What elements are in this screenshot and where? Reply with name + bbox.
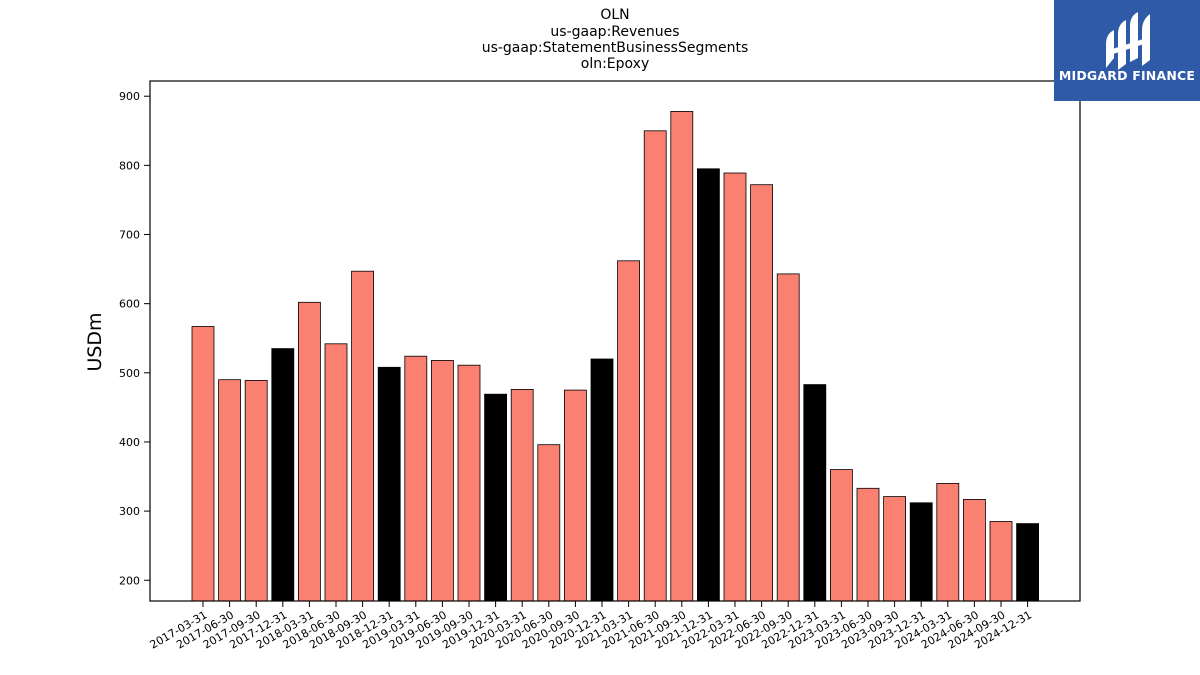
chart-title-line-4: oln:Epoxy [580, 56, 650, 72]
bar-2021-06-30 [643, 130, 667, 602]
y-axis-label: USDm [84, 312, 106, 371]
bar-2019-09-30 [457, 364, 481, 602]
chart-title-line-2: us-gaap:Revenues [550, 24, 680, 40]
y-tick-label-900: 900 [119, 90, 140, 103]
bar-2022-03-31 [723, 172, 747, 602]
x-axis: 2017-03-312017-06-302017-09-302017-12-31… [148, 601, 1034, 652]
bar-2020-09-30 [564, 389, 587, 602]
bar-2023-12-31 [909, 502, 933, 602]
y-tick-label-600: 600 [119, 298, 140, 311]
bar-2018-12-31 [377, 366, 401, 602]
bar-2024-09-30 [989, 521, 1013, 602]
bar-2022-09-30 [776, 273, 800, 602]
logo-text: MIDGARD FINANCE [1058, 68, 1196, 83]
bar-2021-12-31 [697, 168, 720, 602]
y-tick-label-800: 800 [119, 159, 140, 172]
bar-2020-12-31 [590, 358, 614, 602]
bar-2020-06-30 [537, 444, 561, 602]
bar-2017-12-31 [271, 348, 295, 602]
y-tick-label-500: 500 [119, 367, 140, 380]
bar-2017-09-30 [244, 379, 268, 602]
bar-2021-03-31 [617, 260, 640, 602]
bar-2019-03-31 [404, 355, 428, 602]
bar-2020-03-31 [510, 388, 534, 602]
bar-2023-03-31 [830, 469, 853, 602]
bar-2018-09-30 [351, 270, 375, 602]
chart-title-line-3: us-gaap:StatementBusinessSegments [481, 40, 749, 56]
bar-2022-06-30 [750, 184, 773, 602]
brand-logo: MIDGARD FINANCE [1054, 0, 1200, 101]
bar-2023-09-30 [883, 496, 906, 602]
chart-title-line-1: OLN [600, 7, 630, 23]
bars-group [191, 111, 1039, 602]
bar-2019-06-30 [430, 359, 454, 602]
bar-2019-12-31 [484, 393, 508, 602]
bar-2024-03-31 [936, 482, 960, 602]
y-tick-label-400: 400 [119, 436, 140, 449]
y-tick-label-300: 300 [119, 505, 140, 518]
bar-2024-06-30 [963, 498, 986, 602]
bar-2017-03-31 [191, 326, 215, 602]
bar-2021-09-30 [670, 111, 694, 602]
bar-2024-12-31 [1016, 523, 1039, 602]
bar-2018-03-31 [297, 301, 321, 602]
bar-2017-06-30 [218, 379, 242, 602]
plot-frame [149, 80, 1081, 602]
bar-2022-12-31 [803, 384, 827, 602]
bar-2023-06-30 [856, 487, 880, 602]
bar-2018-06-30 [324, 343, 348, 602]
y-tick-label-200: 200 [119, 574, 140, 587]
y-axis: 200 300 400 500 600 700 800 900 [119, 90, 150, 587]
y-tick-label-700: 700 [119, 229, 140, 242]
logo-mark-icon [1106, 12, 1150, 70]
